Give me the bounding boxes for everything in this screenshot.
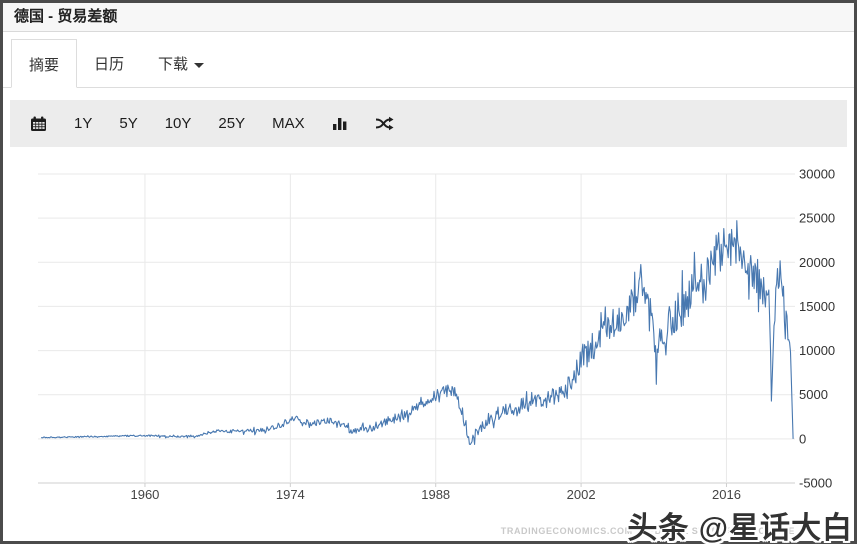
caret-down-icon <box>194 62 205 68</box>
svg-text:25000: 25000 <box>799 211 835 226</box>
tab-calendar[interactable]: 日历 <box>77 39 141 88</box>
svg-text:-5000: -5000 <box>799 476 832 491</box>
calendar-button[interactable] <box>23 112 54 136</box>
author-watermark: 头条 @星话大白 <box>627 512 853 545</box>
titlebar: 德国 - 贸易差额 <box>3 3 854 32</box>
svg-text:15000: 15000 <box>799 299 835 314</box>
watermark: TRADINGECONOMICS.COM | FEDERAL STATISTIC… <box>500 526 795 536</box>
range-10y-button[interactable]: 10Y <box>158 111 199 136</box>
svg-text:2016: 2016 <box>712 487 741 502</box>
chart-area[interactable]: 30000 25000 20000 15000 10000 5000 0 -5000 1960 1… <box>3 150 854 541</box>
tab-bar: 摘要 日历 下载 <box>3 32 854 88</box>
range-25y-button[interactable]: 25Y <box>211 111 252 136</box>
svg-text:20000: 20000 <box>799 255 835 270</box>
svg-text:0: 0 <box>799 431 806 446</box>
range-1y-button[interactable]: 1Y <box>67 111 99 136</box>
svg-text:1974: 1974 <box>276 487 305 502</box>
page-title: 德国 - 贸易差额 <box>14 8 118 25</box>
compare-button[interactable] <box>368 112 401 135</box>
tab-calendar-label: 日历 <box>94 56 125 73</box>
tab-download-label: 下载 <box>158 56 189 73</box>
tab-summary[interactable]: 摘要 <box>11 39 78 88</box>
svg-text:2002: 2002 <box>567 487 596 502</box>
svg-text:30000: 30000 <box>799 167 835 182</box>
trade-balance-chart[interactable]: 30000 25000 20000 15000 10000 5000 0 -5000 1960 1… <box>3 150 854 541</box>
tab-summary-label: 摘要 <box>29 57 60 74</box>
range-5y-button[interactable]: 5Y <box>112 111 144 136</box>
chart-toolbar: 1Y 5Y 10Y 25Y MAX <box>10 100 847 147</box>
svg-text:5000: 5000 <box>799 387 828 402</box>
svg-text:10000: 10000 <box>799 343 835 358</box>
bar-chart-icon <box>332 118 347 130</box>
svg-text:1988: 1988 <box>421 487 450 502</box>
calendar-icon <box>31 116 46 131</box>
range-max-button[interactable]: MAX <box>265 111 312 136</box>
tab-download[interactable]: 下载 <box>141 39 221 88</box>
chart-type-button[interactable] <box>325 112 355 135</box>
svg-text:1960: 1960 <box>130 487 159 502</box>
shuffle-compare-icon <box>375 116 394 131</box>
